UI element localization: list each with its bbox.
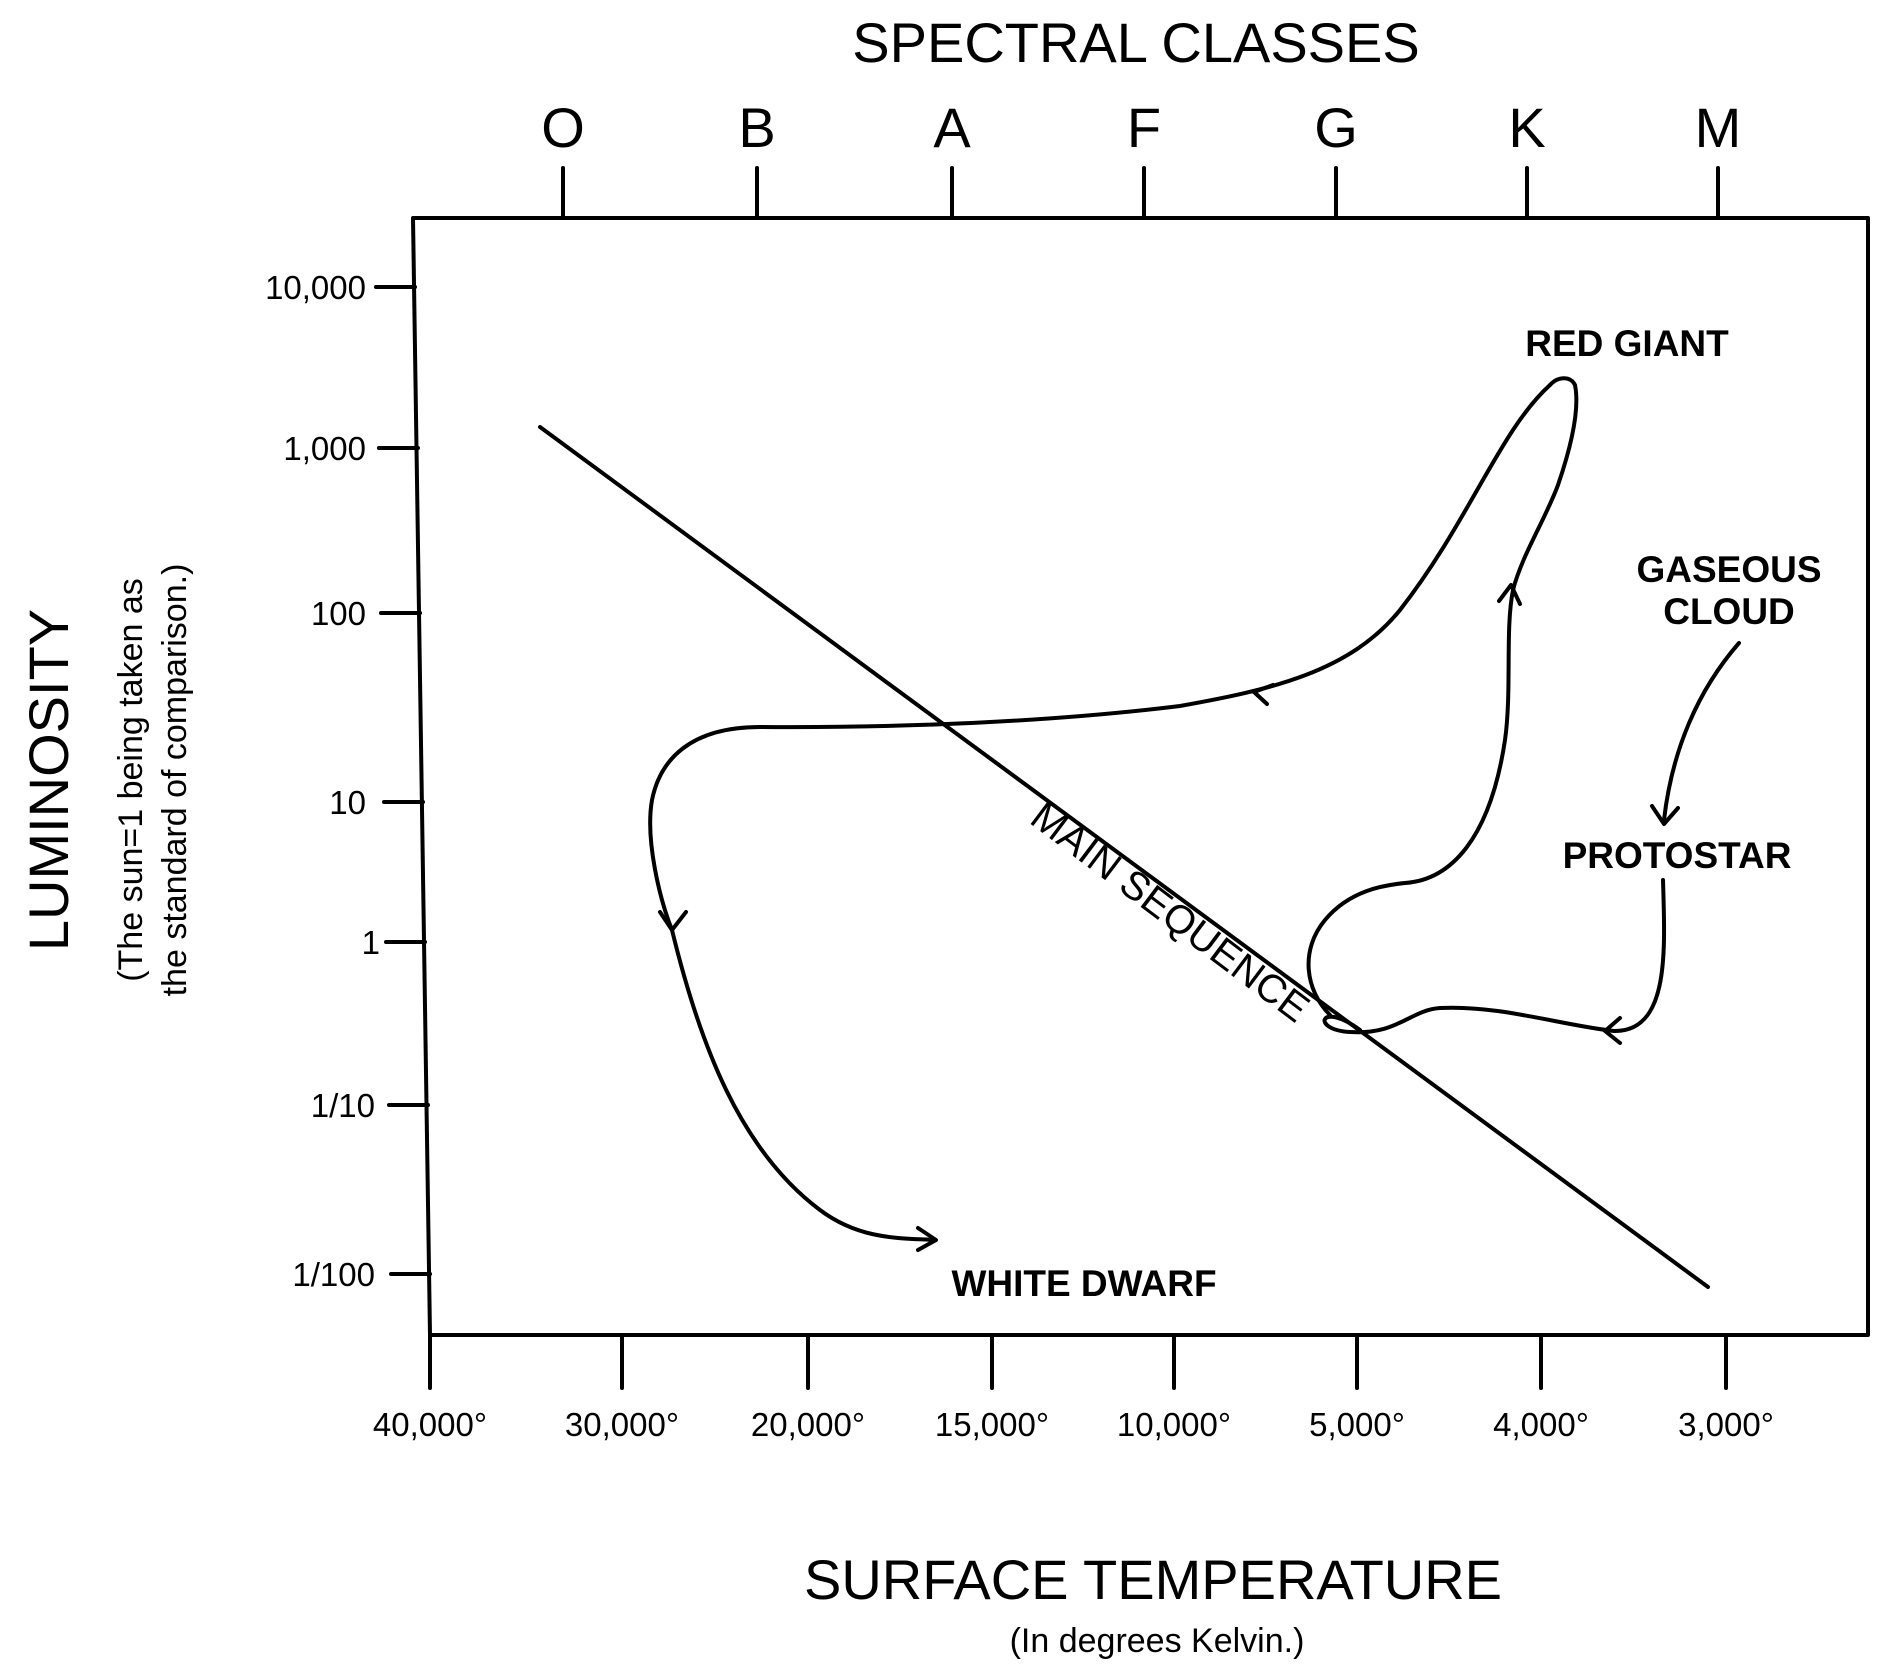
spectral-class-m: M [1695,96,1742,159]
leftward-arrowhead [1252,683,1275,706]
cloud-to-protostar-path [1662,641,1741,822]
top-axis-title: SPECTRAL CLASSES [852,11,1419,74]
spectral-class-b: B [738,96,775,159]
x-axis-title: SURFACE TEMPERATURE [804,1548,1502,1611]
cloud-to-protostar-arrowhead [1650,804,1680,826]
y-tick-label-1-100: 1/100 [292,1256,375,1293]
main-sequence-line [538,425,1710,1289]
protostar-to-main-sequence-path [1322,878,1667,1035]
spectral-class-a: A [933,96,971,159]
white-dwarf-label: WHITE DWARF [951,1263,1216,1304]
y-axis-title: LUMINOSITY [17,609,80,951]
spectral-class-k: K [1508,96,1545,159]
x-tick-label-10000: 10,000° [1117,1406,1231,1443]
downward-arrowhead [658,910,688,932]
x-tick-label-15000: 15,000° [935,1406,1049,1443]
y-axis-subtitle-line1: (The sun=1 being taken as [112,578,150,982]
white-dwarf-arrowhead [916,1226,938,1252]
x-tick-label-4000: 4,000° [1493,1406,1589,1443]
y-axis-subtitle-line2: the standard of comparison.) [156,564,194,997]
protostar-arrowhead [1603,1016,1622,1045]
spectral-class-o: O [541,96,585,159]
x-tick-label-40000: 40,000° [373,1406,487,1443]
y-tick-label-10000: 10,000 [265,269,366,306]
y-axis-ticks [374,285,432,1276]
x-tick-label-30000: 30,000° [565,1406,679,1443]
x-tick-label-3000: 3,000° [1678,1406,1774,1443]
y-tick-label-1: 1 [362,924,380,961]
y-tick-label-1000: 1,000 [283,430,366,467]
gaseous-cloud-label-line1: GASEOUS [1636,549,1821,590]
y-tick-label-100: 100 [311,595,366,632]
red-giant-label: RED GIANT [1525,323,1729,364]
upward-arrowhead [1497,583,1522,606]
protostar-label: PROTOSTAR [1563,835,1792,876]
x-axis-subtitle: (In degrees Kelvin.) [1010,1622,1305,1660]
x-tick-label-20000: 20,000° [751,1406,865,1443]
y-tick-label-1-10: 1/10 [311,1087,375,1124]
red-giant-to-white-dwarf-path [648,383,1552,1242]
spectral-class-g: G [1314,96,1358,159]
x-tick-label-5000: 5,000° [1309,1406,1405,1443]
y-tick-label-10: 10 [329,784,366,821]
spectral-class-ticks [561,166,1720,220]
main-sequence-to-red-giant-path [1306,376,1579,1017]
spectral-class-f: F [1127,96,1161,159]
x-axis-ticks [428,1333,1728,1390]
plot-frame [411,216,1870,1337]
gaseous-cloud-label-line2: CLOUD [1663,591,1795,632]
main-sequence-label: MAIN SEQUENCE [1023,794,1318,1031]
